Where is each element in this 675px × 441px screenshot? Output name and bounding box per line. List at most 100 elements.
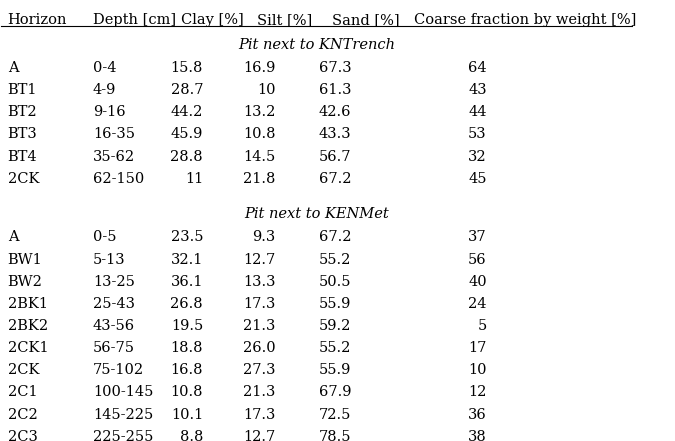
Text: 2BK2: 2BK2 [7,319,48,333]
Text: 225-255: 225-255 [92,430,153,441]
Text: 19.5: 19.5 [171,319,203,333]
Text: Coarse fraction by weight [%]: Coarse fraction by weight [%] [414,14,637,27]
Text: 2C1: 2C1 [7,385,37,400]
Text: 27.3: 27.3 [243,363,275,377]
Text: 72.5: 72.5 [319,407,351,422]
Text: 2CK: 2CK [7,363,39,377]
Text: 9-16: 9-16 [92,105,126,120]
Text: 44: 44 [468,105,487,120]
Text: Sand [%]: Sand [%] [332,14,400,27]
Text: 2C2: 2C2 [7,407,37,422]
Text: 67.9: 67.9 [319,385,351,400]
Text: 42.6: 42.6 [319,105,351,120]
Text: 17.3: 17.3 [243,297,275,311]
Text: 43.3: 43.3 [319,127,351,142]
Text: 32.1: 32.1 [171,253,203,266]
Text: Horizon: Horizon [7,14,68,27]
Text: 2CK1: 2CK1 [7,341,49,355]
Text: 55.2: 55.2 [319,341,351,355]
Text: 62-150: 62-150 [92,172,144,186]
Text: 145-225: 145-225 [92,407,153,422]
Text: 36.1: 36.1 [171,275,203,289]
Text: 8.8: 8.8 [180,430,203,441]
Text: 53: 53 [468,127,487,142]
Text: 10.8: 10.8 [171,385,203,400]
Text: 14.5: 14.5 [243,149,275,164]
Text: 2BK1: 2BK1 [7,297,48,311]
Text: 13.3: 13.3 [243,275,275,289]
Text: 50.5: 50.5 [319,275,351,289]
Text: 37: 37 [468,230,487,244]
Text: 56-75: 56-75 [92,341,135,355]
Text: 67.3: 67.3 [319,61,351,75]
Text: 78.5: 78.5 [319,430,351,441]
Text: BT2: BT2 [7,105,37,120]
Text: 15.8: 15.8 [171,61,203,75]
Text: 56: 56 [468,253,487,266]
Text: 16-35: 16-35 [92,127,135,142]
Text: Pit next to KNTrench: Pit next to KNTrench [238,38,395,52]
Text: Pit next to KENMet: Pit next to KENMet [244,207,389,221]
Text: 12: 12 [468,385,487,400]
Text: 4-9: 4-9 [92,83,116,97]
Text: 12.7: 12.7 [243,253,275,266]
Text: 55.9: 55.9 [319,363,351,377]
Text: 59.2: 59.2 [319,319,351,333]
Text: Silt [%]: Silt [%] [256,14,312,27]
Text: 9.3: 9.3 [252,230,275,244]
Text: 5-13: 5-13 [92,253,126,266]
Text: 43: 43 [468,83,487,97]
Text: 10: 10 [468,363,487,377]
Text: BW2: BW2 [7,275,43,289]
Text: 67.2: 67.2 [319,230,351,244]
Text: 64: 64 [468,61,487,75]
Text: 44.2: 44.2 [171,105,203,120]
Text: 16.9: 16.9 [243,61,275,75]
Text: 12.7: 12.7 [243,430,275,441]
Text: 17: 17 [468,341,487,355]
Text: Depth [cm]: Depth [cm] [92,14,176,27]
Text: 25-43: 25-43 [92,297,135,311]
Text: 13-25: 13-25 [92,275,134,289]
Text: 55.2: 55.2 [319,253,351,266]
Text: 40: 40 [468,275,487,289]
Text: 16.8: 16.8 [171,363,203,377]
Text: 100-145: 100-145 [92,385,153,400]
Text: A: A [7,61,18,75]
Text: 10: 10 [257,83,275,97]
Text: 38: 38 [468,430,487,441]
Text: 21.3: 21.3 [243,385,275,400]
Text: Clay [%]: Clay [%] [181,14,244,27]
Text: 28.7: 28.7 [171,83,203,97]
Text: 0-5: 0-5 [92,230,116,244]
Text: 24: 24 [468,297,487,311]
Text: 17.3: 17.3 [243,407,275,422]
Text: 43-56: 43-56 [92,319,135,333]
Text: 67.2: 67.2 [319,172,351,186]
Text: 23.5: 23.5 [171,230,203,244]
Text: BT3: BT3 [7,127,37,142]
Text: 45: 45 [468,172,487,186]
Text: 32: 32 [468,149,487,164]
Text: 26.0: 26.0 [243,341,275,355]
Text: 75-102: 75-102 [92,363,144,377]
Text: 10.1: 10.1 [171,407,203,422]
Text: A: A [7,230,18,244]
Text: 18.8: 18.8 [171,341,203,355]
Text: BT4: BT4 [7,149,37,164]
Text: 36: 36 [468,407,487,422]
Text: 35-62: 35-62 [92,149,135,164]
Text: 21.3: 21.3 [243,319,275,333]
Text: 45.9: 45.9 [171,127,203,142]
Text: 10.8: 10.8 [243,127,275,142]
Text: BT1: BT1 [7,83,37,97]
Text: 13.2: 13.2 [243,105,275,120]
Text: 61.3: 61.3 [319,83,351,97]
Text: BW1: BW1 [7,253,43,266]
Text: 55.9: 55.9 [319,297,351,311]
Text: 2CK: 2CK [7,172,39,186]
Text: 0-4: 0-4 [92,61,116,75]
Text: 56.7: 56.7 [319,149,351,164]
Text: 26.8: 26.8 [171,297,203,311]
Text: 2C3: 2C3 [7,430,38,441]
